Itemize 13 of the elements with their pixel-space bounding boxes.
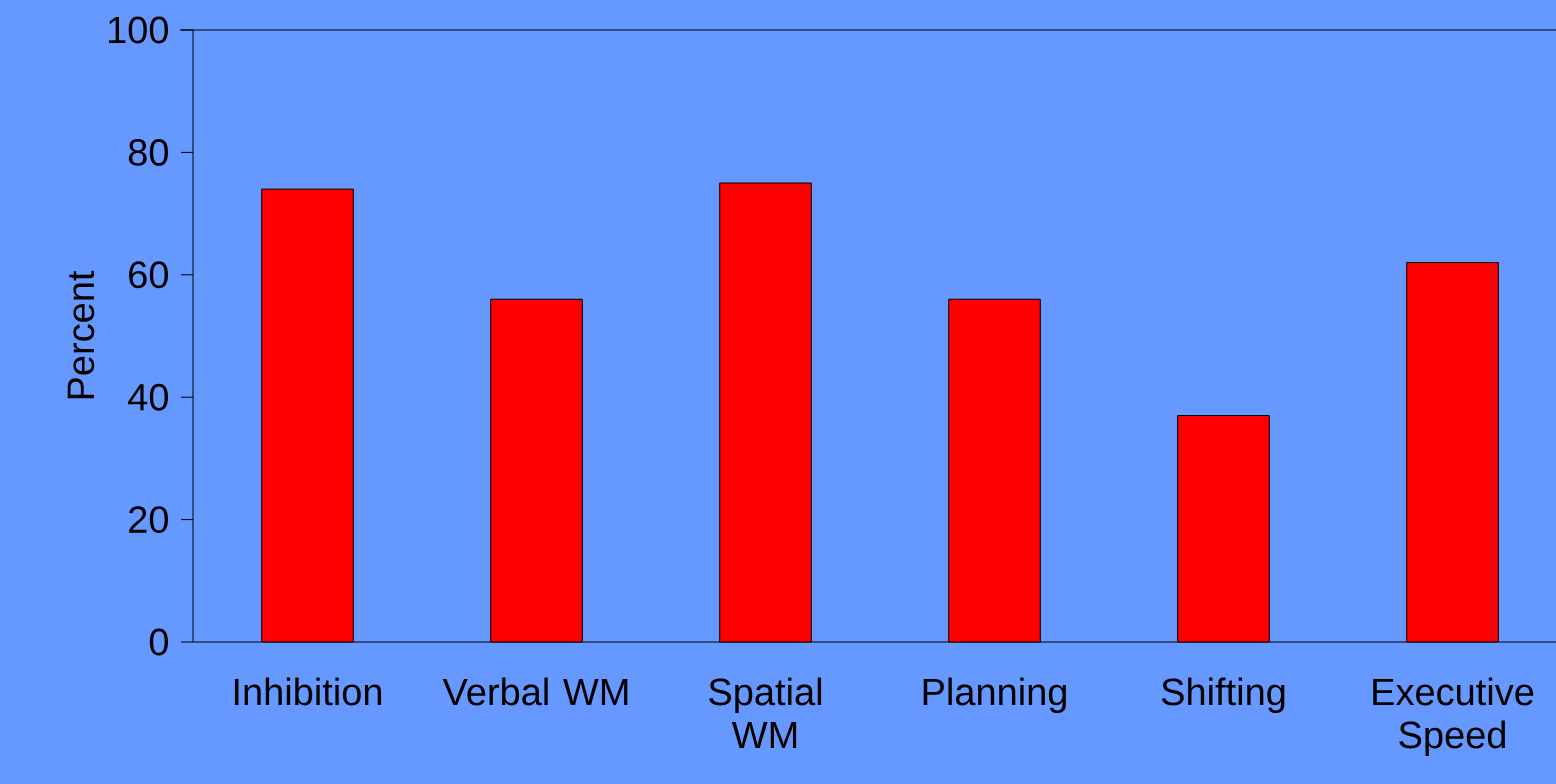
x-tick-label: Planning bbox=[923, 677, 1066, 713]
x-tick-label: Inhibition bbox=[234, 677, 382, 706]
y-axis-title: Percent bbox=[67, 270, 95, 399]
y-tick-label: 20 bbox=[129, 506, 168, 534]
x-tick-label: Executive Speed bbox=[1373, 677, 1534, 756]
x-tick-label: Spatial WM bbox=[709, 677, 822, 749]
y-tick-label: 60 bbox=[129, 261, 168, 289]
x-tick-label: Shifting bbox=[1161, 677, 1285, 713]
y-tick-label: 0 bbox=[149, 628, 168, 656]
y-tick-label: 100 bbox=[108, 16, 168, 44]
y-tick-label: 80 bbox=[128, 138, 168, 166]
y-tick-label: 40 bbox=[128, 383, 168, 411]
x-tick-label: Verbal WM bbox=[442, 677, 628, 706]
